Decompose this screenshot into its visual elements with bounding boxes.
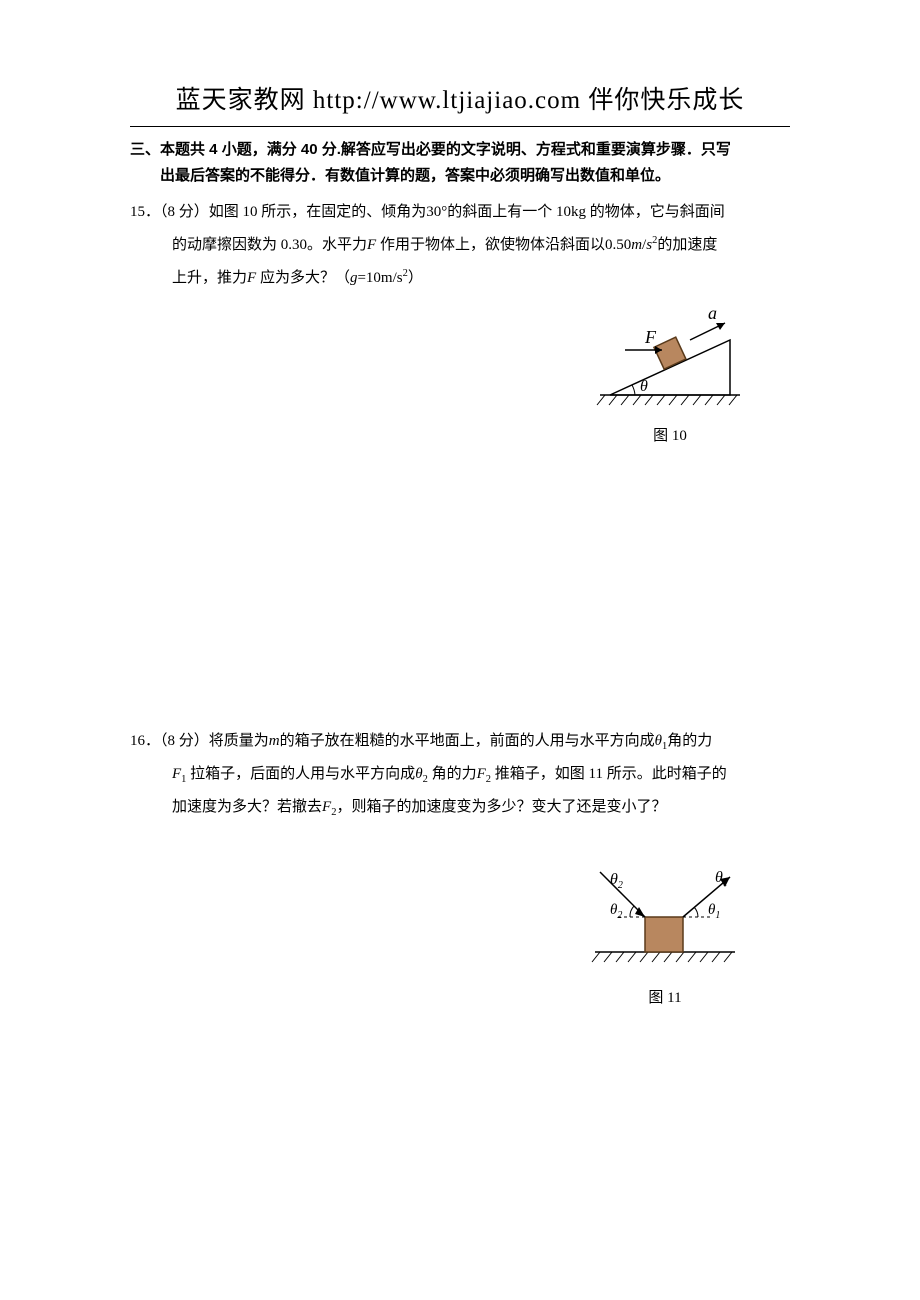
fig10-a-label: a	[708, 305, 717, 323]
p16-F2: F	[477, 766, 486, 782]
p15-gval: =10m/s	[357, 270, 402, 286]
p15-l3a: 上升，推力	[172, 270, 247, 286]
figure-11-block: θ1 θ1 θ2 θ2 图 11	[100, 862, 820, 1007]
p15-l3b: 应为多大？（	[260, 270, 350, 286]
p16-m: m	[269, 733, 280, 749]
p15-l1a: 如图 10 所示，在固定的、倾角为	[209, 204, 427, 220]
p15-accel-val: 0.50	[605, 237, 631, 253]
p16-l3b: ，则箱子的加速度变为多少？变大了还是变小了？	[336, 799, 666, 815]
figure-10-svg: θ F a	[590, 305, 750, 415]
p16-l2a: 拉箱子，后面的人用与水平方向成	[186, 766, 415, 782]
p15-l1b: 的斜面上有一个 10kg 的物体，它与斜面间	[447, 204, 725, 220]
p16-theta2: θ	[415, 766, 422, 782]
p15-F1: F	[367, 237, 376, 253]
fig11-theta1-outer: θ1	[715, 869, 728, 889]
p16-l2c: 推箱子，如图 11 所示。此时箱子的	[495, 766, 727, 782]
problem-points: （8 分）	[160, 204, 209, 220]
problem-number: 16．	[130, 733, 160, 749]
p16-F2b: F	[322, 799, 331, 815]
p15-angle: 30°	[426, 204, 447, 220]
problem-15: 15．（8 分）如图 10 所示，在固定的、倾角为30°的斜面上有一个 10kg…	[100, 196, 820, 295]
p15-l2b: 作用于物体上，欲使物体沿斜面以	[380, 237, 605, 253]
p16-l2b: 角的力	[432, 766, 477, 782]
fig10-F-label: F	[644, 327, 657, 347]
section-label: 三、	[130, 141, 160, 158]
p16-F2sub: 2	[486, 774, 491, 785]
p16-l1a: 将质量为	[209, 733, 269, 749]
header-rule	[130, 126, 790, 127]
site-name: 蓝天家教网	[176, 87, 306, 114]
fig11-theta2-inner: θ2	[610, 902, 622, 921]
problem-number: 15．	[130, 204, 160, 220]
p15-l2c: 的加速度	[657, 237, 717, 253]
p16-l1b: 的箱子放在粗糙的水平地面上，前面的人用与水平方向成	[280, 733, 655, 749]
site-url: http://www.ltjiajiao.com	[313, 87, 581, 114]
site-tagline: 伴你快乐成长	[588, 87, 744, 114]
figure-10-caption: 图 10	[590, 424, 750, 445]
p15-l3c: ）	[408, 270, 423, 286]
page-header: 蓝天家教网 http://www.ltjiajiao.com 伴你快乐成长	[100, 80, 820, 116]
section-line1: 本题共 4 小题，满分 40 分.解答应写出必要的文字说明、方程式和重要演算步骤…	[160, 141, 731, 158]
p15-l2a: 的动摩擦因数为 0.30。水平力	[172, 237, 367, 253]
figure-11-svg: θ1 θ1 θ2 θ2	[580, 862, 750, 977]
figure-10-block: θ F a 图 10	[100, 305, 820, 445]
section-instructions: 三、本题共 4 小题，满分 40 分.解答应写出必要的文字说明、方程式和重要演算…	[100, 137, 820, 188]
problem-16: 16．（8 分）将质量为m的箱子放在粗糙的水平地面上，前面的人用与水平方向成θ1…	[100, 725, 820, 824]
p16-theta1: θ	[655, 733, 662, 749]
fig10-theta-label: θ	[640, 378, 648, 395]
figure-11-caption: 图 11	[580, 986, 750, 1007]
p16-F1: F	[172, 766, 181, 782]
section-line2: 出最后答案的不能得分．有数值计算的题，答案中必须明确写出数值和单位。	[160, 167, 670, 184]
fig11-theta1-inner: θ1	[708, 902, 720, 921]
p15-F2: F	[247, 270, 256, 286]
p16-l3a: 加速度为多大？若撤去	[172, 799, 322, 815]
p16-sub2: 2	[423, 774, 428, 785]
p16-l1c: 角的力	[667, 733, 712, 749]
problem-points: （8 分）	[160, 733, 209, 749]
p15-accel-m: m	[631, 237, 642, 253]
